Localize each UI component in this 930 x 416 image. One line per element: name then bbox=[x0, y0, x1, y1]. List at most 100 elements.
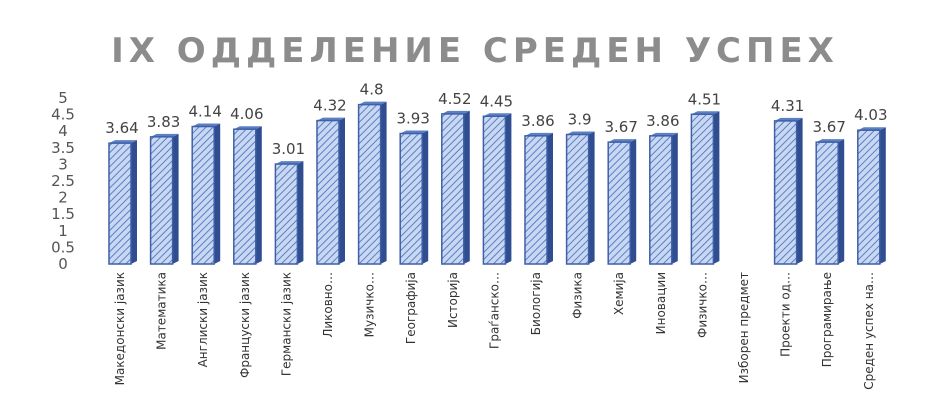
bar-face bbox=[233, 128, 257, 265]
bar-side bbox=[879, 127, 886, 264]
x-tick-label: Македонски јазик bbox=[113, 272, 127, 385]
bar bbox=[441, 110, 470, 265]
x-axis: Македонски јазик Математика Англиски јазик… bbox=[113, 272, 876, 390]
bar bbox=[191, 123, 221, 265]
bar bbox=[357, 101, 387, 265]
bar bbox=[399, 130, 429, 265]
x-tick-label: Историја bbox=[446, 272, 460, 328]
bar-series bbox=[108, 101, 886, 265]
bar-face bbox=[649, 135, 673, 265]
bar-side bbox=[838, 139, 845, 264]
x-tick-label: Физика bbox=[571, 272, 585, 319]
data-labels: 3.64 3.83 4.14 4.06 3.01 4.32 4.8 3.93 4.52 4.45 3… bbox=[105, 81, 887, 158]
x-tick-label: Иновации bbox=[654, 272, 668, 334]
bar-side bbox=[255, 126, 262, 264]
x-tick-label: Француски јазик bbox=[238, 272, 252, 378]
bar-side bbox=[339, 117, 345, 265]
bar-side bbox=[422, 130, 429, 264]
bar-face bbox=[149, 136, 174, 265]
bar-top bbox=[358, 101, 387, 105]
bar bbox=[482, 113, 512, 265]
x-tick-label: Музичко… bbox=[363, 272, 377, 337]
data-label: 4.31 bbox=[771, 97, 804, 115]
bar-side bbox=[172, 133, 179, 264]
bar-face bbox=[441, 113, 465, 265]
bar-face bbox=[524, 135, 548, 265]
data-label: 3.83 bbox=[147, 113, 180, 131]
bar-face bbox=[565, 133, 590, 265]
bar bbox=[565, 131, 595, 265]
bar-top bbox=[525, 132, 553, 136]
bar-top bbox=[649, 132, 678, 136]
bar-face bbox=[357, 103, 382, 265]
bar-side bbox=[796, 117, 803, 265]
data-label: 3.01 bbox=[272, 140, 305, 158]
data-label: 4.8 bbox=[360, 81, 384, 99]
bar-face bbox=[773, 120, 798, 265]
data-label: 3.67 bbox=[812, 118, 845, 136]
bar-face bbox=[191, 125, 215, 265]
bar-top bbox=[691, 111, 720, 115]
bar bbox=[815, 139, 845, 265]
bar-side bbox=[588, 131, 595, 264]
x-tick-label: Ликовно… bbox=[321, 272, 335, 338]
bar bbox=[316, 117, 345, 265]
y-tick-label: 0.5 bbox=[51, 238, 75, 256]
bar bbox=[773, 117, 803, 265]
data-label: 4.32 bbox=[313, 97, 346, 115]
x-tick-label: Среден успех на… bbox=[862, 272, 876, 390]
bar-side bbox=[214, 123, 221, 264]
bar bbox=[607, 139, 637, 265]
chart-title: IX ОДДЕЛЕНИЕ СРЕДЕН УСПЕХ bbox=[111, 31, 839, 71]
bar-top bbox=[233, 126, 262, 130]
bar-face bbox=[482, 115, 507, 265]
data-label: 4.45 bbox=[480, 92, 513, 110]
data-label: 4.03 bbox=[854, 106, 887, 124]
bar bbox=[690, 111, 720, 265]
bar-side bbox=[505, 113, 512, 264]
bar-side bbox=[630, 139, 637, 264]
data-label: 4.14 bbox=[188, 103, 221, 121]
y-tick-label: 4 bbox=[58, 122, 68, 140]
data-label: 3.9 bbox=[568, 111, 592, 129]
y-tick-label: 5 bbox=[58, 89, 68, 107]
bar-top bbox=[275, 161, 304, 165]
bar-face bbox=[857, 129, 881, 265]
bar bbox=[233, 126, 262, 265]
y-tick-label: 2 bbox=[58, 189, 68, 207]
x-tick-label: Проекти од… bbox=[779, 272, 793, 357]
data-label: 4.52 bbox=[438, 90, 471, 108]
bar-side bbox=[297, 161, 304, 264]
bar bbox=[649, 132, 678, 265]
bar bbox=[149, 133, 179, 265]
bar-side bbox=[713, 111, 720, 264]
bar-face bbox=[815, 141, 839, 265]
bar bbox=[857, 127, 886, 265]
bar-side bbox=[671, 132, 678, 264]
x-tick-label: Граѓанско… bbox=[487, 272, 501, 349]
data-label: 4.06 bbox=[230, 105, 263, 123]
data-label: 3.93 bbox=[396, 110, 429, 128]
bar-top bbox=[566, 131, 595, 135]
bar-face bbox=[108, 142, 132, 265]
bar-side bbox=[463, 110, 470, 264]
bar-face bbox=[399, 132, 423, 265]
bar-face bbox=[274, 163, 299, 265]
bar bbox=[108, 140, 137, 265]
bar bbox=[524, 132, 553, 265]
y-tick-label: 2.5 bbox=[51, 172, 75, 190]
data-label: 4.51 bbox=[688, 90, 721, 108]
x-tick-label: Изборен предмет bbox=[737, 272, 751, 383]
y-tick-label: 3 bbox=[58, 155, 68, 173]
bar-side bbox=[547, 132, 553, 264]
data-label: 3.64 bbox=[105, 119, 138, 137]
x-tick-label: Биологија bbox=[529, 272, 543, 335]
x-tick-label: Математика bbox=[155, 272, 169, 350]
x-tick-label: Физичко… bbox=[695, 272, 709, 338]
x-tick-label: Програмирање bbox=[820, 272, 834, 367]
x-tick-label: Германски јазик bbox=[279, 272, 293, 376]
y-tick-label: 0 bbox=[58, 255, 68, 273]
y-tick-label: 1 bbox=[58, 222, 68, 240]
